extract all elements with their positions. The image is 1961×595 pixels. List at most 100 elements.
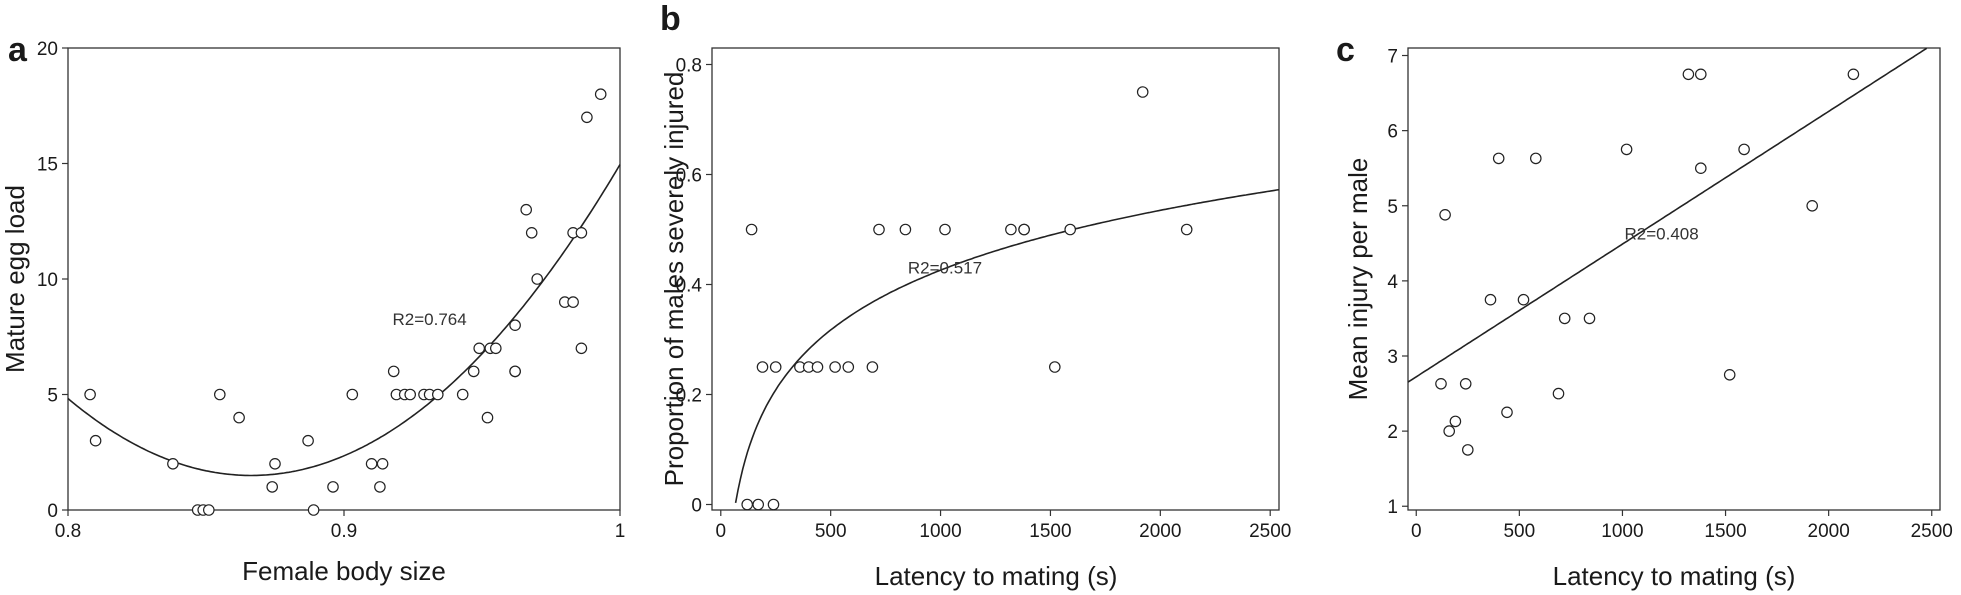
panel-c-data-point: [1462, 444, 1474, 456]
panel-c-data-point: [1439, 209, 1451, 221]
panel-a-x-tick-label: 1: [615, 521, 626, 542]
panel-a-y-tick-label: 0: [47, 501, 58, 522]
panel-a-y-tick-label: 20: [37, 39, 58, 60]
panel-c-data-point: [1435, 377, 1447, 390]
panel-a-y-tick-label: 15: [37, 155, 58, 176]
panel-b-data-point: [767, 498, 780, 511]
panel-c-data-point: [1806, 200, 1818, 212]
panel-b-data-point: [842, 361, 855, 373]
panel-b: b 0 500 1000 1500 2000 2500 0 0.2 0.4 0.6 0.8 R2=…: [659, 0, 1291, 591]
panel-c-x-tick-label: 2500: [1911, 521, 1953, 542]
panel-a-x-axis-label: Female body size: [242, 556, 446, 586]
panel-a-x-tick-label: 0.9: [331, 521, 357, 542]
panel-b-r2-annotation: R2=0.517: [908, 259, 982, 278]
panel-c-data-point: [1517, 293, 1530, 306]
panel-c-points: [1435, 68, 1860, 456]
panel-c-letter: c: [1336, 31, 1355, 69]
panel-b-data-point: [1064, 223, 1076, 236]
panel-a-data-point: [269, 457, 281, 470]
panel-a-data-point: [365, 457, 378, 470]
panel-c-data-point: [1492, 152, 1505, 165]
panel-b-data-point: [769, 361, 782, 373]
panel-b-y-tick-label: 0.6: [676, 166, 702, 187]
panel-c-fit-line: [1407, 47, 1928, 383]
panel-a-points: [84, 88, 607, 516]
panel-c-x-tick-label: 1500: [1704, 521, 1746, 542]
panel-c-y-tick-label: 5: [1387, 197, 1398, 218]
panel-a-y-tick-label: 5: [47, 386, 58, 407]
panel-b-data-point: [1180, 223, 1193, 236]
panel-b-x-axis-label: Latency to mating (s): [875, 561, 1118, 591]
panel-a-data-point: [214, 388, 226, 401]
panel-b-x-tick-label: 1000: [919, 521, 961, 542]
panel-a-data-point: [525, 227, 538, 239]
panel-c-y-tick-label: 2: [1387, 422, 1398, 443]
panel-b-data-point: [1005, 223, 1017, 236]
panel-b-letter: b: [660, 0, 681, 38]
panel-a-letter: a: [8, 31, 28, 69]
panel-a-data-point: [376, 457, 389, 470]
panel-c-data-point: [1583, 312, 1596, 325]
panel-a-data-point: [481, 411, 494, 424]
panel-a-data-point: [575, 227, 588, 239]
panel-a-data-point: [575, 342, 588, 355]
panel-a-data-point: [473, 342, 485, 355]
panel-c-data-point: [1558, 312, 1571, 325]
panel-a-y-ticks: 0 5 10 15 20: [37, 39, 68, 522]
panel-c-data-point: [1723, 368, 1736, 381]
panel-b-y-axis-label: Proportion of males severely injured: [659, 72, 689, 487]
panel-a-data-point: [581, 111, 593, 124]
panel-c-data-point: [1530, 152, 1542, 165]
panel-b-data-point: [829, 361, 841, 373]
panel-b-data-point: [899, 223, 912, 236]
panel-c-data-point: [1682, 68, 1695, 81]
panel-b-data-point: [756, 361, 769, 373]
panel-c-plot-frame: [1407, 47, 1941, 511]
panel-a-x-ticks: 0.8 0.9 1: [55, 510, 626, 542]
panel-a-data-point: [594, 88, 607, 100]
panel-a-x-tick-label: 0.8: [55, 521, 81, 542]
panel-c-y-tick-label: 1: [1387, 497, 1398, 518]
panel-b-data-point: [752, 498, 764, 511]
panel-b-data-point: [1136, 86, 1149, 98]
panel-a-y-axis-label: Mature egg load: [0, 185, 30, 373]
panel-a-data-point: [302, 434, 314, 447]
panel-b-x-tick-label: 500: [815, 521, 847, 542]
panel-c-x-tick-label: 1000: [1601, 521, 1643, 542]
panel-a-data-point: [531, 273, 543, 285]
panel-c-data-point: [1484, 293, 1497, 306]
panel-b-y-tick-label: 0.4: [676, 276, 703, 297]
panel-b-points: [741, 86, 1193, 511]
panel-a-data-point: [567, 296, 579, 308]
panel-b-y-ticks: 0 0.2 0.4 0.6 0.8: [676, 56, 712, 517]
panel-c-x-tick-label: 0: [1411, 521, 1422, 542]
panel-a-data-point: [456, 388, 469, 401]
panel-a-data-point: [509, 319, 521, 331]
panel-b-x-tick-label: 2000: [1139, 521, 1181, 542]
panel-a-r2-annotation: R2=0.764: [392, 310, 466, 329]
panel-c-r2-annotation: R2=0.408: [1624, 225, 1698, 244]
panel-c-data-point: [1738, 143, 1750, 156]
panel-c-y-tick-label: 7: [1387, 47, 1398, 68]
panel-a-y-tick-label: 10: [37, 270, 58, 291]
panel-a-data-point: [266, 481, 278, 493]
panel-c-data-point: [1501, 406, 1513, 419]
panel-c-data-point: [1695, 162, 1707, 174]
panel-b-data-point: [1018, 223, 1030, 236]
panel-c-y-tick-label: 6: [1387, 122, 1398, 143]
panel-a-data-point: [233, 411, 245, 424]
panel-b-data-point: [866, 361, 879, 373]
panel-c-x-tick-label: 500: [1503, 521, 1535, 542]
panel-a-data-point: [327, 481, 339, 493]
panel-a-data-point: [89, 434, 102, 447]
panel-c-x-ticks: 0 500 1000 1500 2000 2500: [1411, 510, 1953, 542]
panel-c-data-point: [1847, 68, 1860, 81]
panel-b-data-point: [873, 223, 885, 236]
panel-a-data-point: [84, 388, 96, 401]
panel-a-data-point: [387, 365, 400, 378]
panel-c-data-point: [1443, 425, 1455, 437]
panel-b-plot-frame: [711, 47, 1280, 511]
panel-b-x-tick-label: 2500: [1249, 521, 1291, 542]
